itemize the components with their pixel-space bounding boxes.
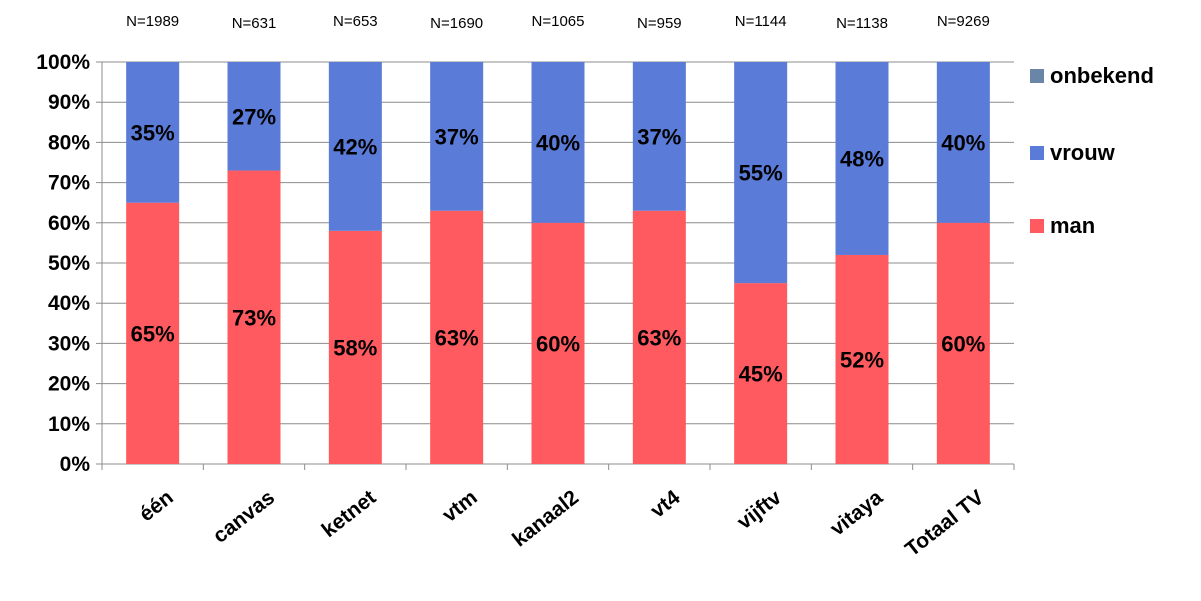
n-label: N=1989 bbox=[126, 13, 179, 30]
y-tick-label: 80% bbox=[48, 131, 90, 154]
n-label: N=9269 bbox=[937, 13, 990, 30]
x-tick-label: kanaal2 bbox=[508, 486, 583, 552]
y-tick-label: 90% bbox=[48, 91, 90, 114]
y-tick-label: 30% bbox=[48, 332, 90, 355]
data-label-man: 63% bbox=[637, 325, 681, 350]
bar-man bbox=[734, 283, 788, 464]
y-tick-label: 100% bbox=[36, 51, 90, 74]
bar-vrouw bbox=[328, 62, 382, 231]
n-label: N=959 bbox=[637, 15, 682, 32]
data-label-vrouw: 37% bbox=[435, 124, 479, 149]
y-tick-label: 60% bbox=[48, 212, 90, 235]
data-label-man: 63% bbox=[435, 325, 479, 350]
y-tick-label: 70% bbox=[48, 172, 90, 195]
x-tick-label: ketnet bbox=[318, 486, 381, 542]
bar-vrouw bbox=[936, 62, 990, 223]
data-label-vrouw: 40% bbox=[941, 130, 985, 155]
bar-man bbox=[835, 254, 889, 464]
data-label-vrouw: 40% bbox=[536, 130, 580, 155]
data-label-man: 73% bbox=[232, 305, 276, 330]
n-label: N=1065 bbox=[532, 13, 585, 30]
x-tick-label: één bbox=[135, 486, 178, 526]
legend-label-vrouw: vrouw bbox=[1050, 140, 1116, 165]
data-label-vrouw: 27% bbox=[232, 104, 276, 129]
bar-man bbox=[632, 210, 686, 464]
bar-vrouw bbox=[430, 62, 484, 211]
data-label-man: 60% bbox=[941, 331, 985, 356]
bar-vrouw bbox=[632, 62, 686, 211]
n-label: N=1144 bbox=[735, 13, 787, 30]
data-label-man: 58% bbox=[333, 335, 377, 360]
y-tick-label: 50% bbox=[48, 252, 90, 275]
bar-vrouw bbox=[227, 62, 281, 171]
legend-swatch-onbekend bbox=[1030, 69, 1044, 83]
data-label-vrouw: 35% bbox=[131, 120, 175, 145]
bar-vrouw bbox=[531, 62, 585, 223]
data-label-vrouw: 48% bbox=[840, 146, 884, 171]
x-tick-label: vtm bbox=[438, 486, 482, 527]
data-label-vrouw: 42% bbox=[333, 134, 377, 159]
y-tick-label: 10% bbox=[48, 413, 90, 436]
data-label-vrouw: 55% bbox=[739, 161, 783, 186]
y-tick-label: 0% bbox=[60, 453, 91, 476]
data-label-man: 60% bbox=[536, 331, 580, 356]
bar-man bbox=[227, 170, 281, 465]
data-label-man: 52% bbox=[840, 347, 884, 372]
bar-vrouw bbox=[835, 62, 889, 255]
bar-vrouw bbox=[126, 62, 180, 203]
x-tick-label: canvas bbox=[209, 486, 279, 548]
x-tick-label: vt4 bbox=[646, 486, 684, 523]
x-tick-label: Totaal TV bbox=[901, 486, 988, 561]
bar-man bbox=[328, 230, 382, 464]
bar-man bbox=[430, 210, 484, 464]
n-label: N=631 bbox=[232, 15, 277, 32]
y-tick-label: 20% bbox=[48, 373, 90, 396]
x-tick-label: vijftv bbox=[733, 486, 786, 534]
legend-swatch-man bbox=[1030, 219, 1044, 233]
data-label-man: 65% bbox=[131, 321, 175, 346]
data-label-man: 45% bbox=[739, 362, 783, 387]
n-label: N=1138 bbox=[836, 15, 888, 32]
n-label: N=1690 bbox=[430, 15, 483, 32]
n-label: N=653 bbox=[333, 13, 378, 30]
legend-label-onbekend: onbekend bbox=[1050, 63, 1154, 88]
data-label-vrouw: 37% bbox=[637, 124, 681, 149]
bar-vrouw bbox=[734, 62, 788, 284]
legend-label-man: man bbox=[1050, 213, 1095, 238]
bar-man bbox=[126, 202, 180, 464]
legend-swatch-vrouw bbox=[1030, 146, 1044, 160]
y-tick-label: 40% bbox=[48, 292, 90, 315]
bar-man bbox=[531, 222, 585, 464]
x-tick-label: vitaya bbox=[826, 486, 887, 541]
bar-man bbox=[936, 222, 990, 464]
